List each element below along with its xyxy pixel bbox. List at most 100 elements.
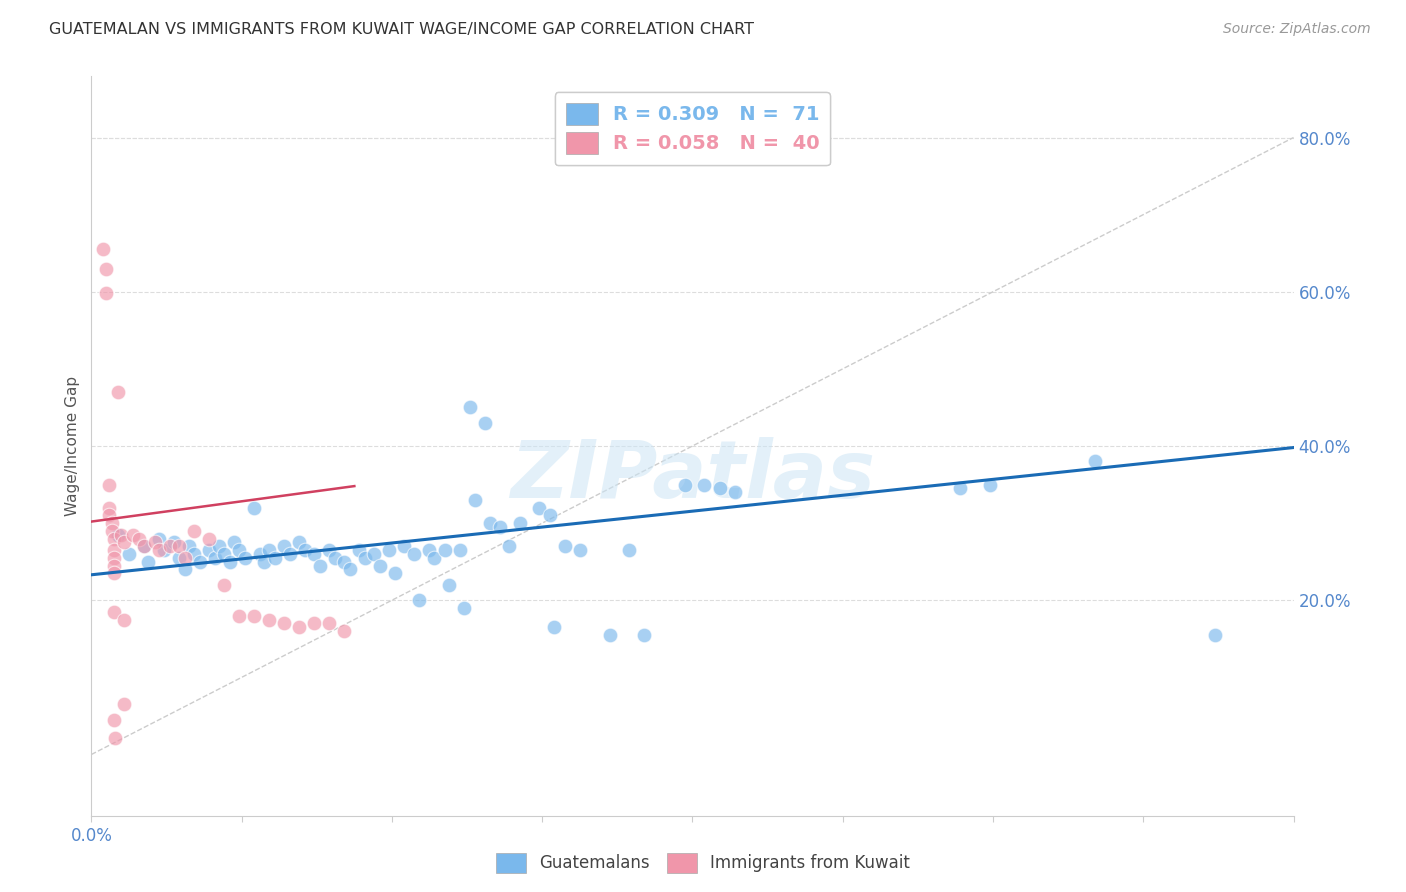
Point: [242, 500, 264, 515]
Point: [128, 532, 150, 546]
Point: [103, 550, 125, 565]
Point: [183, 547, 205, 561]
Point: [132, 539, 155, 553]
Point: [302, 616, 325, 631]
Point: [404, 547, 426, 561]
Point: [107, 527, 129, 541]
Point: [163, 535, 186, 549]
Point: [323, 550, 346, 565]
Point: [249, 547, 271, 561]
Point: [257, 613, 280, 627]
Point: [693, 477, 716, 491]
Point: [498, 539, 520, 553]
Point: [449, 543, 471, 558]
Point: [333, 555, 356, 569]
Point: [224, 535, 246, 549]
Point: [103, 543, 125, 558]
Point: [118, 547, 141, 561]
Point: [143, 535, 166, 549]
Point: [103, 558, 125, 573]
Point: [489, 520, 512, 534]
Point: [197, 532, 219, 546]
Point: [148, 543, 170, 558]
Point: [384, 566, 406, 581]
Point: [478, 516, 501, 530]
Point: [318, 616, 340, 631]
Point: [474, 416, 496, 430]
Point: [107, 384, 129, 399]
Point: [1204, 628, 1226, 642]
Point: [208, 539, 231, 553]
Point: [453, 601, 475, 615]
Point: [138, 555, 160, 569]
Point: [418, 543, 440, 558]
Point: [101, 516, 124, 530]
Point: [101, 524, 124, 538]
Point: [188, 555, 211, 569]
Point: [263, 550, 285, 565]
Point: [1084, 454, 1107, 468]
Point: [458, 401, 481, 415]
Point: [218, 555, 240, 569]
Point: [273, 616, 295, 631]
Point: [347, 543, 370, 558]
Point: [114, 613, 136, 627]
Point: [509, 516, 531, 530]
Point: [308, 558, 330, 573]
Point: [302, 547, 325, 561]
Point: [98, 500, 121, 515]
Point: [378, 543, 401, 558]
Point: [177, 539, 200, 553]
Point: [212, 547, 235, 561]
Point: [333, 624, 356, 639]
Point: [167, 550, 190, 565]
Point: [204, 550, 226, 565]
Point: [423, 550, 446, 565]
Point: [233, 550, 256, 565]
Point: [152, 543, 174, 558]
Point: [408, 593, 430, 607]
Y-axis label: Wage/Income Gap: Wage/Income Gap: [65, 376, 80, 516]
Point: [96, 286, 118, 301]
Point: [167, 539, 190, 553]
Point: [599, 628, 621, 642]
Point: [673, 477, 696, 491]
Point: [527, 500, 550, 515]
Point: [433, 543, 456, 558]
Point: [723, 485, 745, 500]
Point: [242, 608, 264, 623]
Point: [339, 562, 361, 576]
Point: [437, 578, 460, 592]
Point: [114, 535, 136, 549]
Point: [173, 562, 195, 576]
Point: [173, 550, 195, 565]
Point: [159, 539, 181, 553]
Legend: Guatemalans, Immigrants from Kuwait: Guatemalans, Immigrants from Kuwait: [489, 847, 917, 880]
Point: [354, 550, 377, 565]
Point: [114, 698, 136, 712]
Point: [363, 547, 385, 561]
Point: [979, 477, 1001, 491]
Text: GUATEMALAN VS IMMIGRANTS FROM KUWAIT WAGE/INCOME GAP CORRELATION CHART: GUATEMALAN VS IMMIGRANTS FROM KUWAIT WAG…: [49, 22, 754, 37]
Point: [103, 532, 125, 546]
Point: [148, 532, 170, 546]
Point: [98, 477, 121, 491]
Point: [132, 539, 155, 553]
Point: [318, 543, 340, 558]
Point: [464, 493, 486, 508]
Point: [278, 547, 301, 561]
Point: [96, 261, 118, 276]
Legend: R = 0.309   N =  71, R = 0.058   N =  40: R = 0.309 N = 71, R = 0.058 N = 40: [555, 92, 830, 165]
Text: ZIPatlas: ZIPatlas: [510, 436, 875, 515]
Point: [538, 508, 561, 523]
Point: [228, 608, 250, 623]
Point: [633, 628, 655, 642]
Point: [619, 543, 641, 558]
Point: [554, 539, 576, 553]
Point: [103, 566, 125, 581]
Point: [103, 713, 125, 727]
Point: [368, 558, 391, 573]
Point: [228, 543, 250, 558]
Point: [273, 539, 295, 553]
Point: [110, 527, 132, 541]
